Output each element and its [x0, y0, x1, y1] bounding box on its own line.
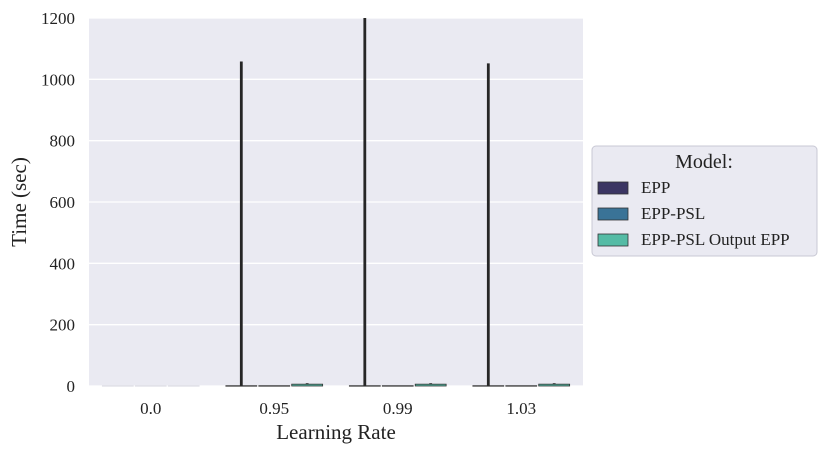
- bar: [225, 385, 258, 387]
- x-axis-label: Learning Rate: [276, 420, 396, 444]
- y-tick-label: 200: [50, 316, 76, 335]
- x-tick-label: 1.03: [506, 399, 536, 418]
- legend-swatch: [597, 233, 629, 247]
- bar: [258, 385, 291, 387]
- legend: Model: EPP EPP-PSL EPP-PSL Output EPP: [591, 145, 818, 257]
- legend-label: EPP-PSL: [641, 204, 705, 223]
- legend-swatch: [597, 181, 629, 195]
- error-bars: [239, 18, 556, 386]
- y-tick-label: 0: [67, 377, 76, 396]
- y-tick-labels: 0 200 400 600 800 1000 1200: [41, 9, 75, 396]
- y-tick-label: 600: [50, 193, 76, 212]
- bar: [101, 385, 134, 387]
- bar: [472, 385, 505, 387]
- bar: [505, 385, 538, 387]
- y-tick-label: 1000: [41, 70, 75, 89]
- legend-title: Model:: [675, 151, 733, 173]
- legend-items: EPP EPP-PSL EPP-PSL Output EPP: [597, 178, 790, 249]
- legend-box: [591, 145, 818, 257]
- bar: [348, 385, 381, 387]
- x-tick-label: 0.0: [140, 399, 161, 418]
- bar: [134, 385, 167, 387]
- legend-label: EPP: [641, 178, 670, 197]
- bar: [291, 383, 324, 387]
- bar: [167, 385, 200, 387]
- y-tick-label: 400: [50, 254, 76, 273]
- bar: [414, 383, 447, 387]
- y-tick-label: 1200: [41, 9, 75, 28]
- legend-swatch: [597, 207, 629, 221]
- x-tick-label: 0.95: [259, 399, 289, 418]
- legend-label: EPP-PSL Output EPP: [641, 230, 790, 249]
- x-tick-label: 0.99: [383, 399, 413, 418]
- x-tick-labels: 0.0 0.95 0.99 1.03: [140, 399, 536, 418]
- bar: [381, 385, 414, 387]
- y-tick-label: 800: [50, 132, 76, 151]
- bar: [538, 383, 571, 387]
- y-axis-label: Time (sec): [7, 157, 31, 247]
